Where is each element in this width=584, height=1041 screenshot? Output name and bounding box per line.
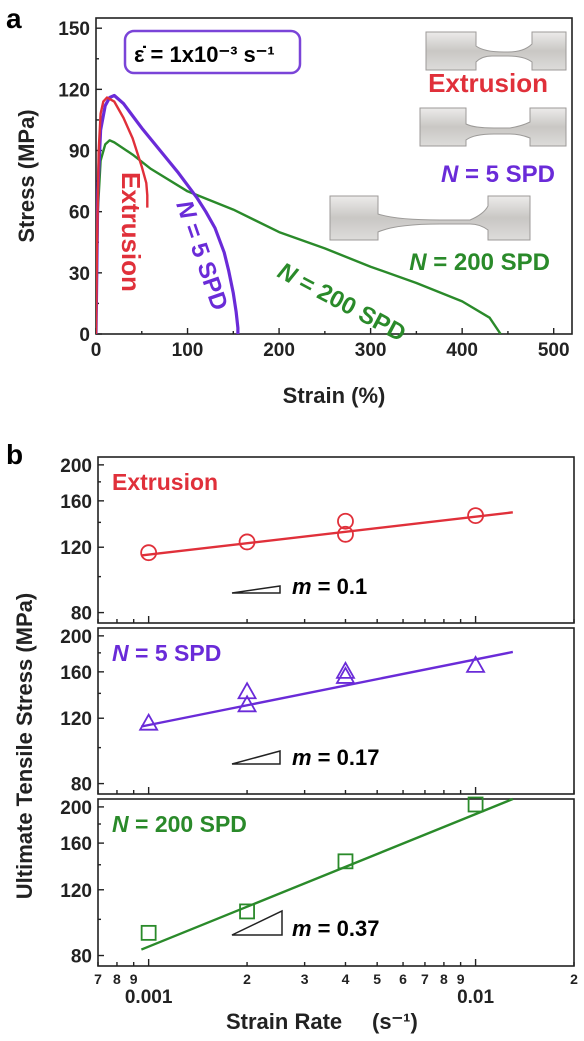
subplot-frame <box>97 798 575 967</box>
b-xtick-minor-label: 9 <box>130 971 138 987</box>
panel-b-xlabel-unit: (s⁻¹) <box>372 1009 418 1034</box>
b-ytick-label: 80 <box>71 947 92 968</box>
slope-label: m = 0.17 <box>292 745 379 770</box>
a-ytick-label: 150 <box>58 19 90 40</box>
data-point-triangle <box>237 681 258 700</box>
data-point-circle <box>337 525 354 543</box>
panel-b-subplots: 80 120 160 200 Extrusion m = 0.1 80 120 160 200 N … <box>60 456 575 968</box>
data-point-square <box>239 903 255 920</box>
slope-label: m = 0.1 <box>292 574 367 599</box>
strain-rate-box <box>123 29 302 75</box>
b-ytick-label: 120 <box>60 538 92 559</box>
subplot-frame <box>97 627 575 795</box>
specimen-extrusion <box>425 31 567 71</box>
b-xtick-minor-label: 6 <box>399 971 407 987</box>
stress-strain-extrusion <box>96 96 149 334</box>
panel-a-xlabel: Strain (%) <box>283 383 386 408</box>
data-point-triangle <box>335 661 356 679</box>
b-ytick-label: 80 <box>71 775 92 796</box>
b-xtick-major-label: 0.01 <box>457 987 494 1008</box>
b-xtick-minor-label: 8 <box>440 971 448 987</box>
subplot-frame <box>97 456 575 624</box>
inset-label-extrusion: Extrusion <box>428 68 548 98</box>
subplot-n5: 80 120 160 200 N = 5 SPD m = 0.17 <box>60 627 575 796</box>
panel-a-ticks: 0 100 200 300 400 500 0 30 60 90 120 150 <box>58 19 569 361</box>
a-xtick-label: 300 <box>355 340 387 361</box>
b-ytick-label: 160 <box>60 492 92 513</box>
stress-strain-n5 <box>96 93 240 334</box>
b-xtick-minor-label: 7 <box>94 971 102 987</box>
slope-triangle <box>231 750 281 765</box>
b-xtick-minor-label: 3 <box>301 971 309 987</box>
a-xtick-label: 100 <box>172 340 204 361</box>
b-xtick-minor-label: 5 <box>373 971 381 987</box>
b-xtick-minor-label: 2 <box>570 971 578 987</box>
subplot-title: N = 5 SPD <box>112 640 221 666</box>
data-point-circle <box>140 544 158 562</box>
a-xtick-label: 200 <box>263 340 295 361</box>
b-ytick-label: 120 <box>60 881 92 902</box>
b-xtick-minor-label: 7 <box>421 971 429 987</box>
data-point-circle <box>238 533 256 551</box>
inset-label-n200: N = 200 SPD <box>409 249 550 276</box>
data-point-circle <box>467 507 484 525</box>
data-point-triangle <box>335 666 356 684</box>
data-point-square <box>467 796 484 813</box>
a-xtick-label: 0 <box>91 340 102 361</box>
panel-b-ylabel: Ultimate Tensile Stress (MPa) <box>12 593 37 899</box>
subplot-n200: 80 120 160 200 N = 200 SPD m = 0.37 <box>60 796 575 968</box>
slope-triangle <box>231 585 281 594</box>
b-ytick-label: 80 <box>71 604 92 625</box>
a-xtick-label: 500 <box>538 340 570 361</box>
stress-strain-n200 <box>96 139 502 334</box>
strain-rate-text: ε̇ = 1x10⁻³ s⁻¹ <box>134 42 275 67</box>
specimen-n200 <box>329 195 531 241</box>
a-ytick-label: 120 <box>58 80 90 101</box>
data-point-triangle <box>138 712 159 731</box>
fit-line <box>141 650 514 728</box>
b-ytick-label: 200 <box>60 627 92 648</box>
slope-triangle <box>231 909 283 936</box>
b-xtick-minor-label: 2 <box>243 971 251 987</box>
b-ytick-label: 120 <box>60 709 92 730</box>
panel-label-a: a <box>6 3 22 34</box>
b-xtick-minor-label: 9 <box>457 971 465 987</box>
curve-label-extrusion: Extrusion <box>116 172 146 292</box>
b-xtick-major-label: 0.001 <box>125 987 173 1008</box>
panel-a-curves <box>96 93 502 334</box>
slope-label: m = 0.37 <box>292 916 379 941</box>
fit-line <box>141 511 513 557</box>
b-ytick-label: 160 <box>60 663 92 684</box>
data-point-square <box>140 924 157 941</box>
a-ytick-label: 90 <box>69 142 90 163</box>
panel-b-xticks: 7 8 9 2 3 4 5 6 7 8 9 20.001 0.01 <box>94 971 578 1008</box>
data-point-triangle <box>465 655 486 673</box>
specimen-photos <box>329 31 567 241</box>
b-xtick-minor-label: 8 <box>113 971 121 987</box>
b-ytick-label: 200 <box>60 456 92 477</box>
a-ytick-label: 0 <box>79 325 90 346</box>
b-ytick-label: 200 <box>60 798 92 819</box>
data-point-square <box>337 853 354 870</box>
data-point-triangle <box>237 694 258 713</box>
b-ytick-label: 160 <box>60 834 92 855</box>
a-ytick-label: 60 <box>69 203 90 224</box>
a-xtick-label: 400 <box>446 340 478 361</box>
data-point-circle <box>337 512 354 530</box>
panel-a-ylabel: Stress (MPa) <box>14 109 39 242</box>
panel-b-xlabel: Strain Rate <box>226 1009 342 1034</box>
fit-line <box>140 797 514 951</box>
subplot-title: N = 200 SPD <box>112 811 247 837</box>
subplot-title: Extrusion <box>112 469 218 495</box>
subplot-extrusion: 80 120 160 200 Extrusion m = 0.1 <box>60 456 575 625</box>
inset-label-n5: N = 5 SPD <box>441 161 555 188</box>
panel-a-frame <box>95 17 573 335</box>
specimen-n5 <box>419 107 567 147</box>
a-ytick-label: 30 <box>69 264 90 285</box>
b-xtick-minor-label: 4 <box>342 971 350 987</box>
panel-label-b: b <box>6 439 23 470</box>
